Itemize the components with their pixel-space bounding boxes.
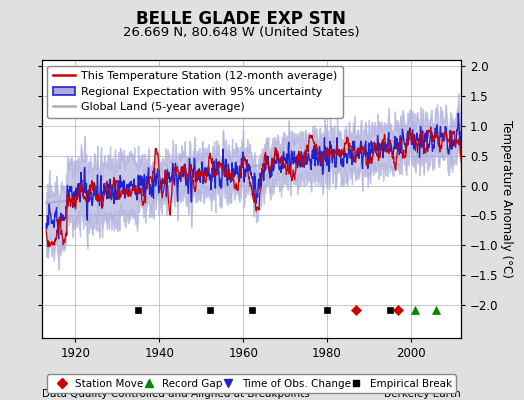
Legend: Station Move, Record Gap, Time of Obs. Change, Empirical Break: Station Move, Record Gap, Time of Obs. C… — [47, 374, 456, 393]
Y-axis label: Temperature Anomaly (°C): Temperature Anomaly (°C) — [499, 120, 512, 278]
Text: Data Quality Controlled and Aligned at Breakpoints: Data Quality Controlled and Aligned at B… — [42, 389, 310, 399]
Legend: This Temperature Station (12-month average), Regional Expectation with 95% uncer: This Temperature Station (12-month avera… — [48, 66, 343, 118]
Text: BELLE GLADE EXP STN: BELLE GLADE EXP STN — [136, 10, 346, 28]
Text: Berkeley Earth: Berkeley Earth — [385, 389, 461, 399]
Text: 26.669 N, 80.648 W (United States): 26.669 N, 80.648 W (United States) — [123, 26, 359, 39]
